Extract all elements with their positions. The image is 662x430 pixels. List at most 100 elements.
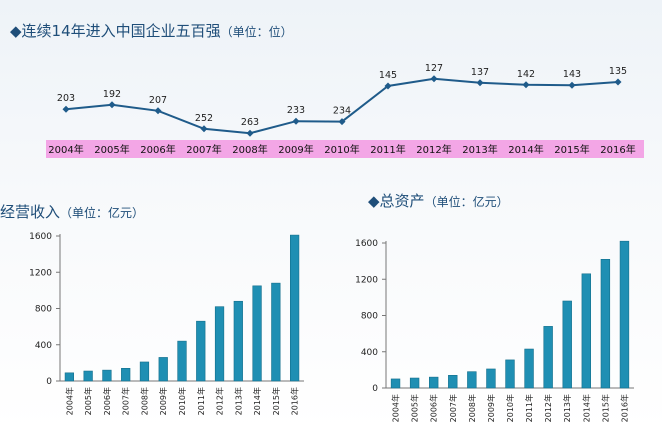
rank-point xyxy=(108,101,116,109)
assets-x-tick-label: 2012年 xyxy=(543,394,553,422)
revenue-x-tick-label: 2012年 xyxy=(215,387,225,415)
assets-x-tick-label: 2009年 xyxy=(486,394,496,422)
assets-y-tick-label: 400 xyxy=(361,348,378,358)
assets-x-tick-label: 2016年 xyxy=(619,394,629,422)
diamond-bullet-icon: ◆ xyxy=(10,22,22,40)
year-band xyxy=(46,140,644,158)
assets-bar xyxy=(467,371,477,389)
rank-point xyxy=(62,105,70,113)
assets-x-tick-label: 2011年 xyxy=(524,394,534,422)
diamond-bullet-icon: ◆ xyxy=(368,192,380,210)
rank-data-label: 233 xyxy=(287,105,305,116)
rank-data-label: 145 xyxy=(379,70,397,81)
assets-x-tick-label: 2014年 xyxy=(581,394,591,422)
assets-bar-chart: 0 400 800 1200 1600 2004年 2005年 2006年 2007年 2008年… xyxy=(355,239,634,422)
revenue-x-tick-label: 2016年 xyxy=(290,387,300,415)
rank-data-label: 135 xyxy=(609,66,627,77)
revenue-unit: （单位：亿元） xyxy=(60,206,145,220)
rank-data-label: 143 xyxy=(563,69,581,80)
revenue-bar xyxy=(271,282,281,382)
revenue-chart-heading: 经营收入（单位：亿元） xyxy=(0,203,144,222)
rank-year-label: 2007年 xyxy=(186,143,221,156)
assets-x-tick-label: 2013年 xyxy=(562,394,572,422)
revenue-x-tick-label: 2013年 xyxy=(233,387,243,415)
rank-title: 连续14年进入中国企业五百强 xyxy=(21,22,221,40)
assets-bar xyxy=(562,300,572,389)
assets-y-tick-label: 1600 xyxy=(355,239,378,249)
rank-unit: （单位：位） xyxy=(220,25,293,39)
revenue-bar xyxy=(139,361,150,382)
revenue-x-tick-label: 2005年 xyxy=(83,387,93,415)
assets-bar xyxy=(409,377,420,389)
rank-point xyxy=(154,107,162,115)
revenue-x-tick-label: 2008年 xyxy=(139,387,149,415)
rank-point xyxy=(614,78,622,86)
assets-x-tick-label: 2006年 xyxy=(429,394,439,422)
assets-bar xyxy=(505,359,515,389)
assets-x-tick-label: 2010年 xyxy=(505,394,515,422)
assets-bar xyxy=(390,378,401,389)
revenue-y-tick-label: 400 xyxy=(35,341,52,351)
rank-year-label: 2009年 xyxy=(278,143,313,156)
rank-point xyxy=(430,75,438,83)
revenue-y-tick-label: 800 xyxy=(35,305,52,315)
assets-x-tick-label: 2004年 xyxy=(391,394,401,422)
revenue-x-tick-label: 2011年 xyxy=(196,387,206,415)
assets-y-tick-label: 0 xyxy=(372,384,378,394)
rank-year-label: 2016年 xyxy=(600,143,635,156)
assets-y-tick-label: 800 xyxy=(361,312,378,322)
revenue-x-tick-label: 2009年 xyxy=(158,387,168,415)
rank-data-label: 263 xyxy=(241,117,259,128)
rank-point xyxy=(522,81,530,89)
rank-point xyxy=(568,81,576,89)
revenue-bar xyxy=(83,370,93,382)
rank-data-label: 142 xyxy=(517,69,535,80)
assets-bar xyxy=(581,273,591,389)
rank-year-label: 2006年 xyxy=(140,143,175,156)
assets-bar xyxy=(619,240,630,389)
rank-point xyxy=(200,125,208,133)
rank-year-label: 2005年 xyxy=(94,143,129,156)
revenue-x-tick-label: 2014年 xyxy=(252,387,262,415)
assets-chart-heading: ◆总资产（单位：亿元） xyxy=(368,192,538,211)
revenue-x-tick-label: 2010年 xyxy=(177,387,187,415)
rank-data-label: 203 xyxy=(57,93,75,104)
rank-data-label: 137 xyxy=(471,67,489,78)
rank-year-label: 2010年 xyxy=(324,143,359,156)
rank-data-label: 234 xyxy=(333,106,351,117)
rank-point xyxy=(384,82,392,90)
rank-year-label: 2013年 xyxy=(462,143,497,156)
revenue-bar xyxy=(121,368,131,382)
revenue-y-tick-label: 1200 xyxy=(29,268,52,278)
assets-x-tick-label: 2015年 xyxy=(600,394,610,422)
rank-point xyxy=(338,118,346,126)
rank-data-label: 207 xyxy=(149,95,167,106)
assets-x-tick-label: 2005年 xyxy=(410,394,420,422)
rank-year-label: 2012年 xyxy=(416,143,451,156)
rank-line-chart: 203 2004年 192 2005年 207 2006年 252 2007年 263 2008年… xyxy=(46,63,644,158)
revenue-x-tick-label: 2006年 xyxy=(102,387,112,415)
rank-point xyxy=(476,79,484,87)
revenue-y-tick-label: 0 xyxy=(46,377,52,387)
rank-data-label: 252 xyxy=(195,113,213,124)
revenue-title: 经营收入 xyxy=(0,203,61,221)
revenue-bar-chart: 0 400 800 1200 1600 2004年 2005年 2006年 2007年 2008年… xyxy=(29,232,304,415)
assets-bar xyxy=(600,259,611,389)
assets-bar xyxy=(429,376,439,389)
rank-point xyxy=(246,129,254,137)
revenue-bar xyxy=(64,372,75,382)
revenue-bar xyxy=(196,320,206,382)
revenue-x-tick-label: 2007年 xyxy=(121,387,131,415)
rank-year-label: 2011年 xyxy=(370,143,405,156)
rank-year-label: 2004年 xyxy=(48,143,83,156)
assets-bar xyxy=(543,326,553,389)
assets-x-tick-label: 2007年 xyxy=(448,394,458,422)
revenue-x-tick-label: 2004年 xyxy=(64,387,74,415)
rank-year-label: 2008年 xyxy=(232,143,267,156)
revenue-y-tick-label: 1600 xyxy=(29,232,52,242)
rank-data-label: 127 xyxy=(425,63,443,74)
rank-chart-heading: ◆连续14年进入中国企业五百强（单位：位） xyxy=(10,22,293,41)
assets-bar xyxy=(486,368,496,389)
rank-point xyxy=(292,117,300,125)
rank-data-label: 192 xyxy=(103,89,121,100)
